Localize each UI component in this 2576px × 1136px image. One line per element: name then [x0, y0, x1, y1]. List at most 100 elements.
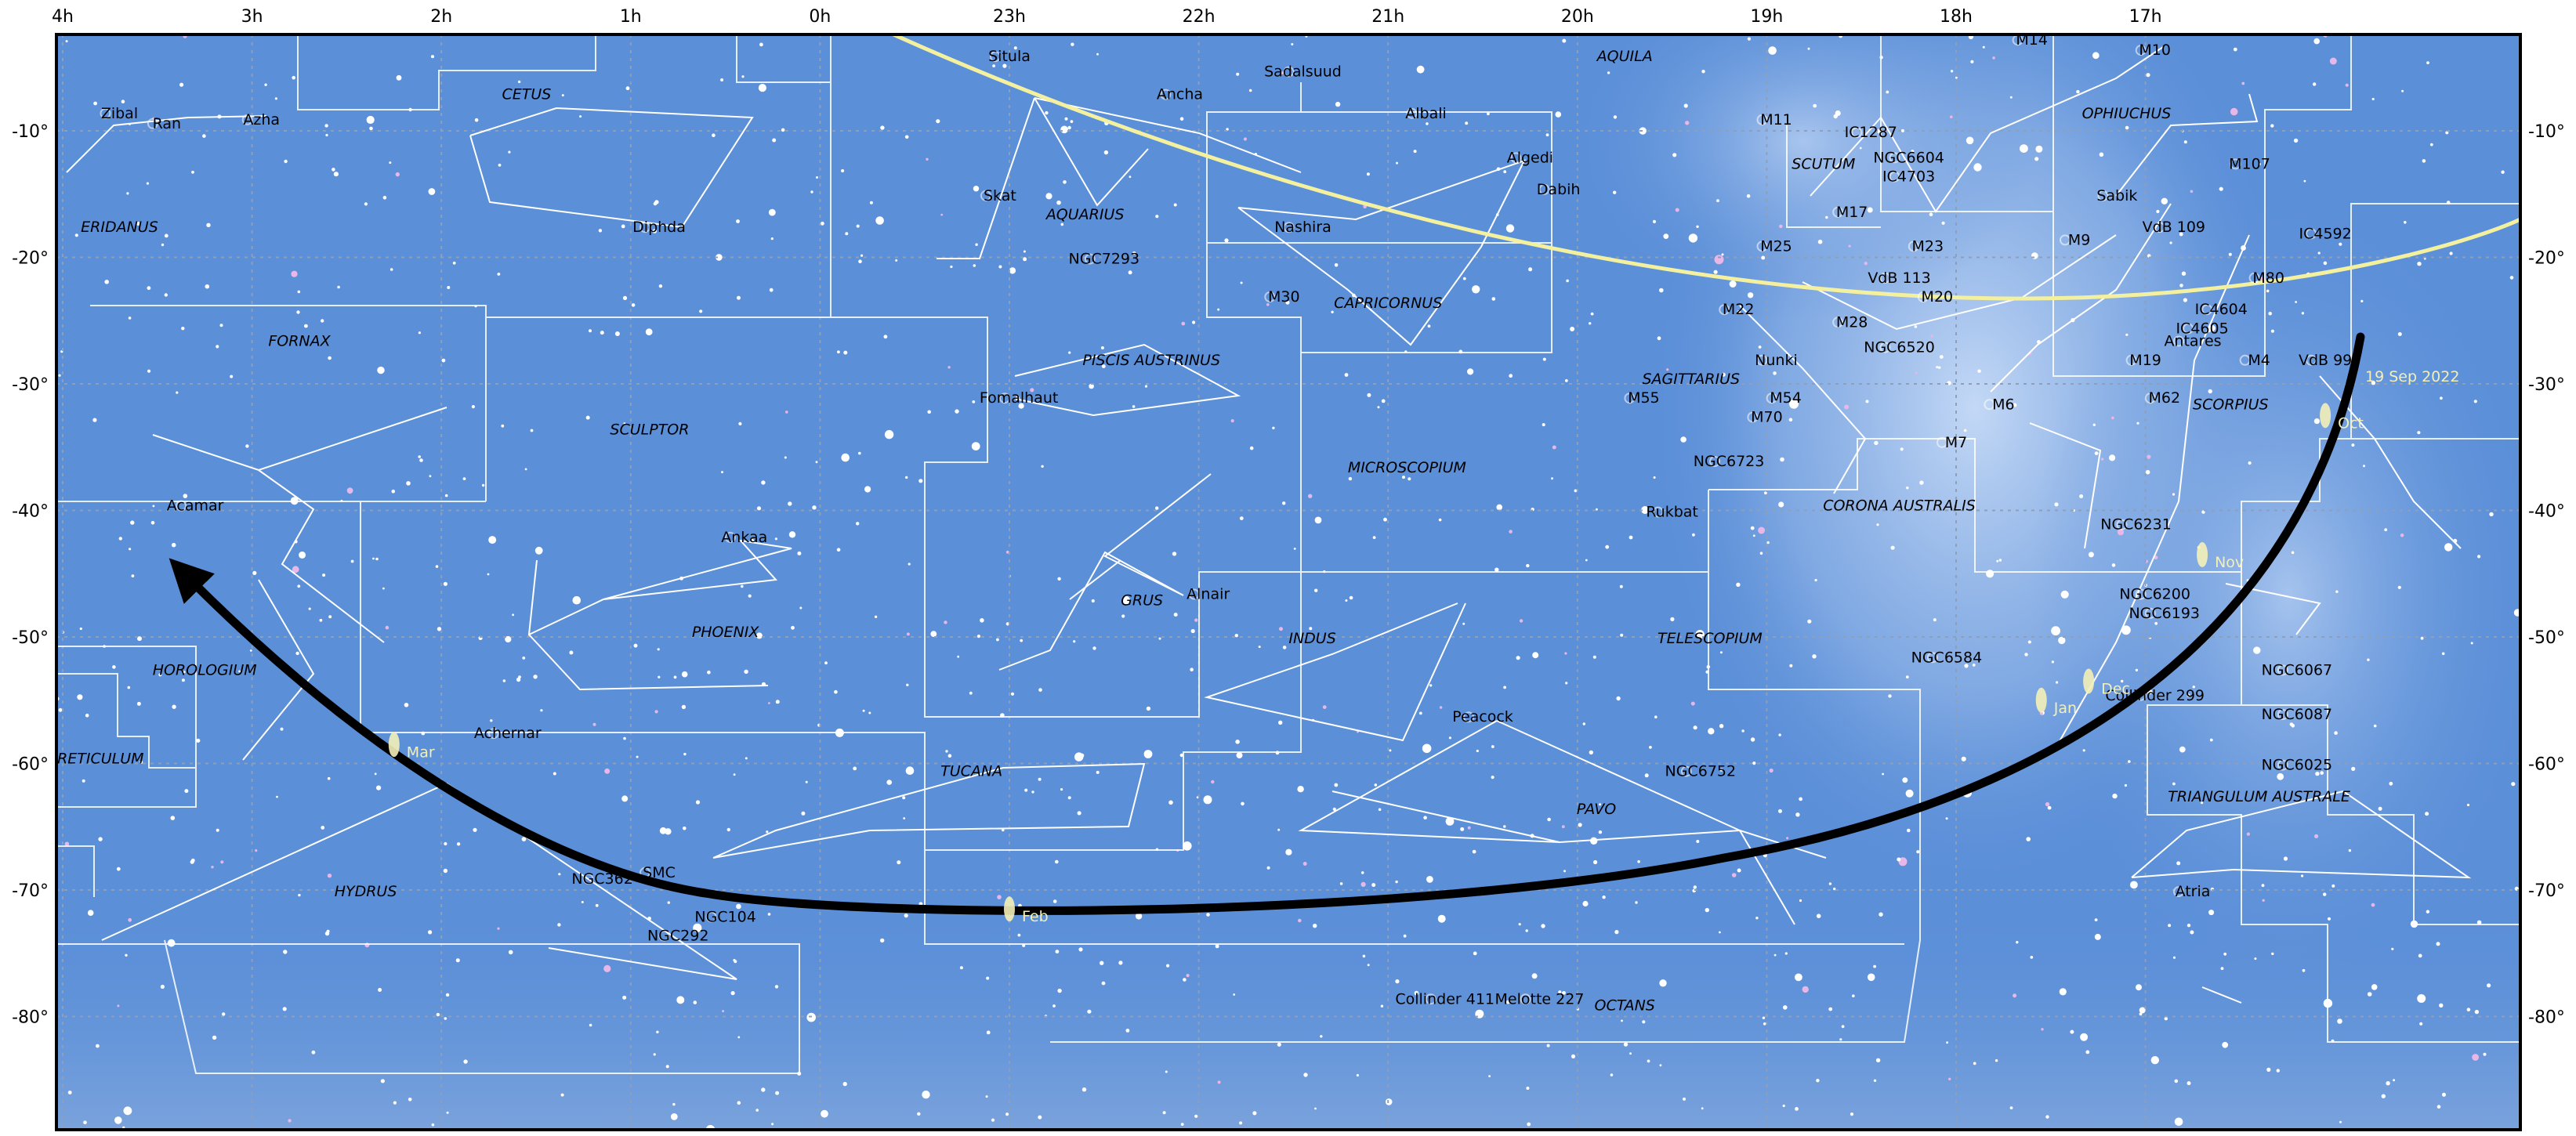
- star: [633, 643, 638, 648]
- star: [736, 903, 741, 910]
- star: [806, 1012, 816, 1022]
- star: [216, 828, 219, 832]
- star: [2208, 910, 2215, 916]
- object-marker: [1766, 393, 1777, 404]
- object-marker: [1188, 588, 1200, 600]
- object-marker: [1747, 411, 1759, 423]
- star: [1532, 652, 1539, 659]
- star: [654, 710, 658, 714]
- star: [1778, 501, 1784, 508]
- star: [2291, 551, 2295, 555]
- star: [1015, 396, 1020, 401]
- object-label: M22: [1723, 301, 1755, 318]
- star: [1764, 491, 1767, 495]
- star: [1911, 150, 1915, 153]
- star: [2128, 760, 2131, 763]
- object-marker: [1624, 393, 1636, 404]
- star: [1018, 403, 1024, 409]
- star: [474, 118, 479, 122]
- star: [2172, 493, 2176, 496]
- star: [944, 620, 947, 624]
- milky-way-glow-south: [2030, 188, 2520, 1003]
- star: [1505, 1000, 1510, 1004]
- star: [745, 757, 748, 760]
- star: [2076, 89, 2080, 94]
- star: [2315, 771, 2320, 776]
- star: [1945, 817, 1948, 820]
- object-label: M17: [1836, 204, 1868, 221]
- star: [1248, 89, 1252, 92]
- star: [498, 163, 502, 167]
- star: [1427, 324, 1431, 328]
- star: [1719, 724, 1724, 729]
- star: [1839, 1038, 1842, 1041]
- star: [1403, 934, 1407, 938]
- star: [2373, 724, 2377, 728]
- star: [487, 573, 490, 576]
- star: [869, 201, 873, 204]
- star: [1143, 750, 1153, 758]
- star: [2470, 642, 2473, 645]
- star: [181, 678, 185, 682]
- object-label: NGC6087: [2262, 706, 2333, 723]
- object-marker: [487, 728, 499, 740]
- star: [904, 135, 909, 139]
- star: [1972, 664, 1976, 667]
- star: [585, 415, 590, 420]
- star: [2099, 152, 2104, 157]
- star: [1616, 696, 1621, 701]
- star: [1291, 43, 1294, 45]
- star: [1850, 1112, 1854, 1116]
- star: [1973, 1062, 1976, 1065]
- star: [369, 126, 373, 131]
- star: [1067, 796, 1071, 800]
- star: [1168, 800, 1173, 805]
- constellation-label: MICROSCOPIUM: [1348, 459, 1466, 476]
- star: [2404, 221, 2407, 224]
- object-label: Ran: [153, 115, 181, 132]
- star: [136, 701, 141, 706]
- star: [319, 618, 323, 622]
- star: [1747, 37, 1751, 41]
- star: [772, 138, 777, 143]
- star: [2363, 465, 2365, 468]
- star: [2220, 967, 2224, 971]
- star: [1784, 952, 1788, 955]
- star: [1696, 840, 1700, 843]
- star: [164, 233, 168, 238]
- star: [2047, 805, 2052, 810]
- star: [1874, 440, 1879, 446]
- star: [471, 405, 476, 409]
- star: [1074, 752, 1084, 762]
- background-stars: [56, 34, 2520, 1130]
- star: [561, 94, 564, 97]
- star: [1736, 582, 1741, 587]
- object-marker: [2306, 228, 2317, 240]
- star: [693, 923, 702, 932]
- object-marker: [705, 911, 717, 923]
- star: [372, 557, 375, 560]
- star: [2334, 731, 2338, 735]
- star: [219, 324, 223, 327]
- object-marker: [1832, 317, 1844, 328]
- star: [1598, 830, 1603, 834]
- star: [1714, 255, 1724, 265]
- star: [1239, 1121, 1243, 1125]
- star: [1135, 913, 1143, 920]
- star: [2371, 381, 2376, 385]
- ra-tick-label: 23h: [993, 7, 1026, 27]
- star: [518, 675, 521, 678]
- star: [976, 635, 980, 639]
- star: [2489, 512, 2494, 517]
- object-label: M14: [2016, 31, 2048, 49]
- star: [1582, 722, 1586, 725]
- star: [1165, 1070, 1168, 1073]
- constellation-label: AQUILA: [1596, 48, 1653, 65]
- object-label: NGC6067: [2262, 661, 2333, 678]
- star: [1657, 336, 1661, 341]
- star: [2228, 252, 2232, 256]
- star: [150, 520, 155, 525]
- star: [437, 627, 442, 631]
- object-label: NGC6231: [2100, 516, 2172, 534]
- star: [720, 78, 724, 81]
